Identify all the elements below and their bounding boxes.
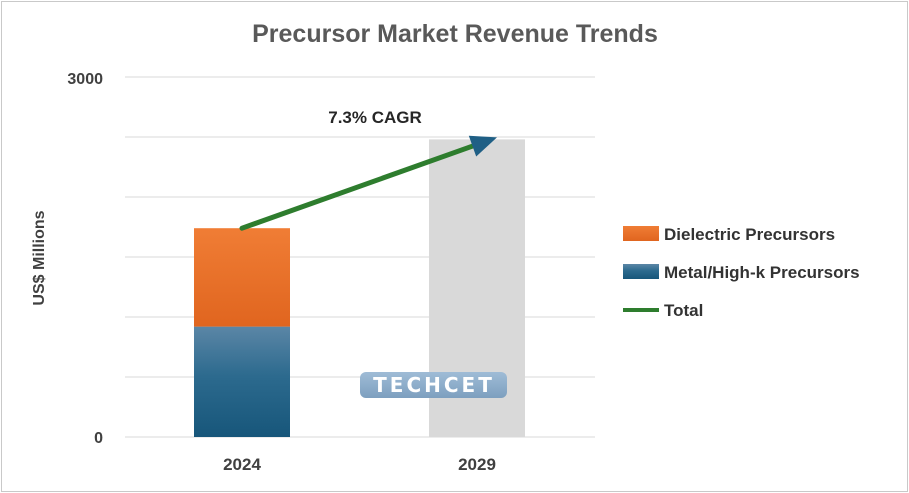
cagr-annotation: 7.3% CAGR <box>328 108 422 127</box>
y-tick-label-0: 0 <box>94 430 103 447</box>
total-line-arrowhead <box>468 135 497 157</box>
total-line-segment <box>239 142 477 231</box>
techcet-watermark: TECHCET <box>360 372 507 398</box>
legend: Dielectric Precursors Metal/High-k Precu… <box>623 225 860 320</box>
total-line <box>239 135 497 231</box>
bar-metal-2024 <box>194 326 290 437</box>
legend-label-dielectric: Dielectric Precursors <box>664 225 835 244</box>
legend-swatch-dielectric <box>623 226 659 241</box>
x-tick-label-2029: 2029 <box>458 455 496 474</box>
bar-dielectric-2024 <box>194 228 290 327</box>
y-tick-label-3000: 3000 <box>67 71 103 88</box>
x-tick-label-2024: 2024 <box>223 455 261 474</box>
watermark-badge <box>360 372 507 398</box>
legend-label-metal: Metal/High-k Precursors <box>664 263 860 282</box>
watermark-text: TECHCET <box>373 373 495 397</box>
chart-title: Precursor Market Revenue Trends <box>252 20 658 48</box>
legend-label-total: Total <box>664 301 703 320</box>
y-axis-title: US$ Millions <box>31 210 48 305</box>
legend-swatch-metal <box>623 264 659 279</box>
